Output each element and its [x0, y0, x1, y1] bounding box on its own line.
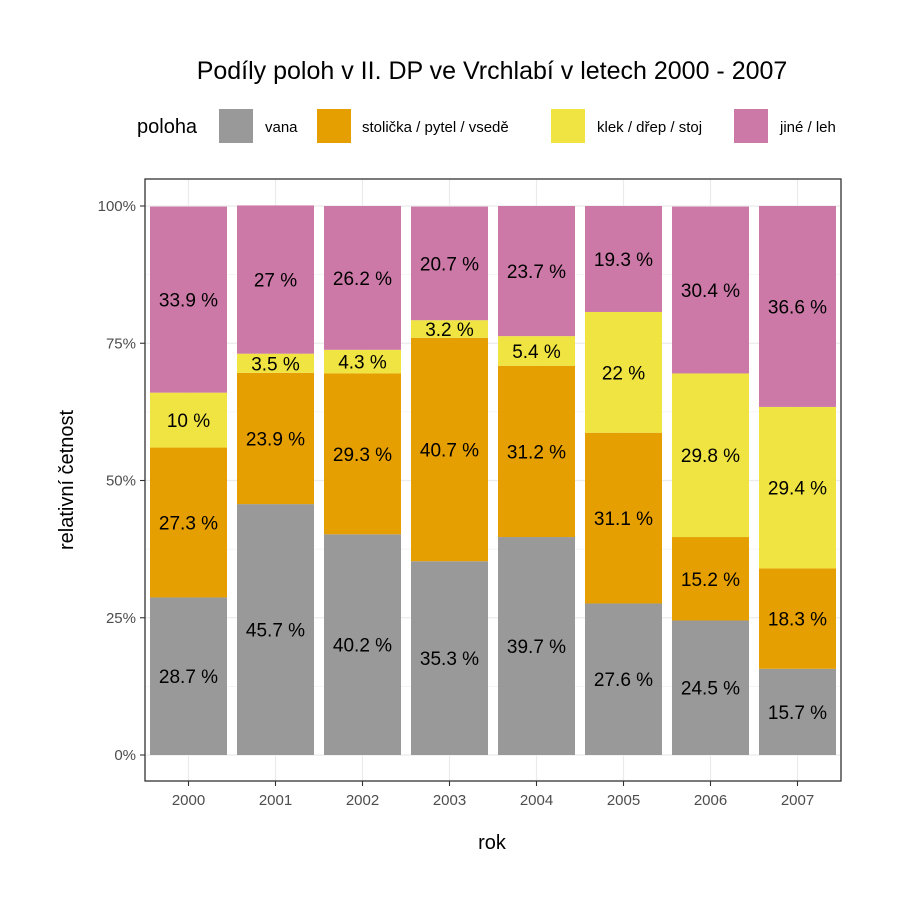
legend-key [551, 109, 585, 143]
y-tick-label: 50% [106, 473, 136, 490]
legend-title: poloha [137, 116, 198, 138]
bar-segment [237, 353, 314, 373]
legend-key [317, 109, 351, 143]
bar-segment [324, 349, 401, 374]
legend-label: jiné / leh [779, 119, 836, 136]
bar-segment [411, 320, 488, 338]
data-label: 3.5 % [251, 354, 300, 375]
data-label: 40.7 % [420, 440, 479, 461]
data-label: 5.4 % [512, 342, 561, 363]
x-tick-label: 2001 [259, 792, 292, 809]
bar-segment [150, 206, 227, 393]
x-tick-label: 2000 [172, 792, 205, 809]
x-axis-title: rok [478, 832, 507, 854]
x-tick-label: 2006 [694, 792, 727, 809]
data-label: 10 % [167, 411, 210, 432]
bar-segment [759, 206, 836, 407]
x-tick-label: 2004 [520, 792, 553, 809]
bar-segment [672, 373, 749, 538]
bar-segment [759, 406, 836, 569]
data-label: 31.1 % [594, 509, 653, 530]
y-tick-label: 75% [106, 335, 136, 352]
legend-label: klek / dřep / stoj [597, 119, 702, 136]
data-label: 23.7 % [507, 262, 566, 283]
data-label: 30.4 % [681, 281, 740, 302]
data-label: 24.5 % [681, 679, 740, 700]
data-label: 19.3 % [594, 250, 653, 271]
bar-segment [150, 392, 227, 448]
bar-segment [411, 337, 488, 562]
bar-segment [324, 206, 401, 350]
legend-label: stolička / pytel / vsedě [362, 119, 509, 136]
y-tick-label: 25% [106, 610, 136, 627]
bar-segment [585, 603, 662, 755]
x-tick-label: 2005 [607, 792, 640, 809]
bar-segment [585, 206, 662, 312]
legend: vana stolička / pytel / vsedě klek / dřep … [219, 109, 836, 143]
data-label: 33.9 % [159, 291, 218, 312]
data-label: 29.3 % [333, 445, 392, 466]
data-label: 27.6 % [594, 670, 653, 691]
x-tick-label: 2003 [433, 792, 466, 809]
bar-segment [498, 336, 575, 366]
bar-segment [498, 365, 575, 538]
legend-key [734, 109, 768, 143]
data-label: 23.9 % [246, 430, 305, 451]
bar-segment [237, 504, 314, 755]
data-label: 4.3 % [338, 353, 387, 374]
bar-segment [672, 620, 749, 755]
data-label: 15.7 % [768, 703, 827, 724]
bar-segment [150, 597, 227, 755]
y-axis-title: relativní četnost [56, 410, 78, 551]
bar-segment [411, 206, 488, 321]
legend-label: vana [265, 119, 298, 136]
bar-segment [585, 311, 662, 433]
data-label: 26.2 % [333, 269, 392, 290]
bar-segment [759, 668, 836, 755]
data-label: 20.7 % [420, 254, 479, 275]
data-label: 28.7 % [159, 667, 218, 688]
data-label: 18.3 % [768, 610, 827, 631]
bar-segment [672, 206, 749, 374]
bar-segment [585, 432, 662, 604]
data-label: 29.8 % [681, 446, 740, 467]
data-label: 31.2 % [507, 442, 566, 463]
x-tick-label: 2002 [346, 792, 379, 809]
data-label: 27 % [254, 271, 297, 292]
y-tick-label: 100% [98, 198, 136, 215]
data-label: 35.3 % [420, 649, 479, 670]
legend-key [219, 109, 253, 143]
data-label: 40.2 % [333, 636, 392, 657]
data-label: 45.7 % [246, 621, 305, 642]
bar-segment [411, 561, 488, 755]
bar-segment [237, 372, 314, 505]
data-label: 36.6 % [768, 297, 827, 318]
plot-area: 28.7 % 27.3 % 10 % 33.9 % 45.7 % 23.9 % 3.5 % 2… [98, 178, 842, 809]
bar-segment [150, 447, 227, 598]
bar-segment [324, 534, 401, 755]
data-label: 15.2 % [681, 570, 740, 591]
data-label: 39.7 % [507, 637, 566, 658]
bar-segment [324, 373, 401, 535]
y-tick-label: 0% [114, 747, 136, 764]
data-label: 3.2 % [425, 320, 474, 341]
data-label: 27.3 % [159, 513, 218, 534]
bar-segment [498, 537, 575, 755]
bar-segment [237, 205, 314, 354]
x-tick-label: 2007 [781, 792, 814, 809]
data-label: 22 % [602, 363, 645, 384]
bar-segment [672, 537, 749, 621]
data-label: 29.4 % [768, 479, 827, 500]
bar-segment [759, 568, 836, 669]
bar-segment [498, 206, 575, 337]
chart-title: Podíly poloh v II. DP ve Vrchlabí v lete… [197, 57, 788, 85]
